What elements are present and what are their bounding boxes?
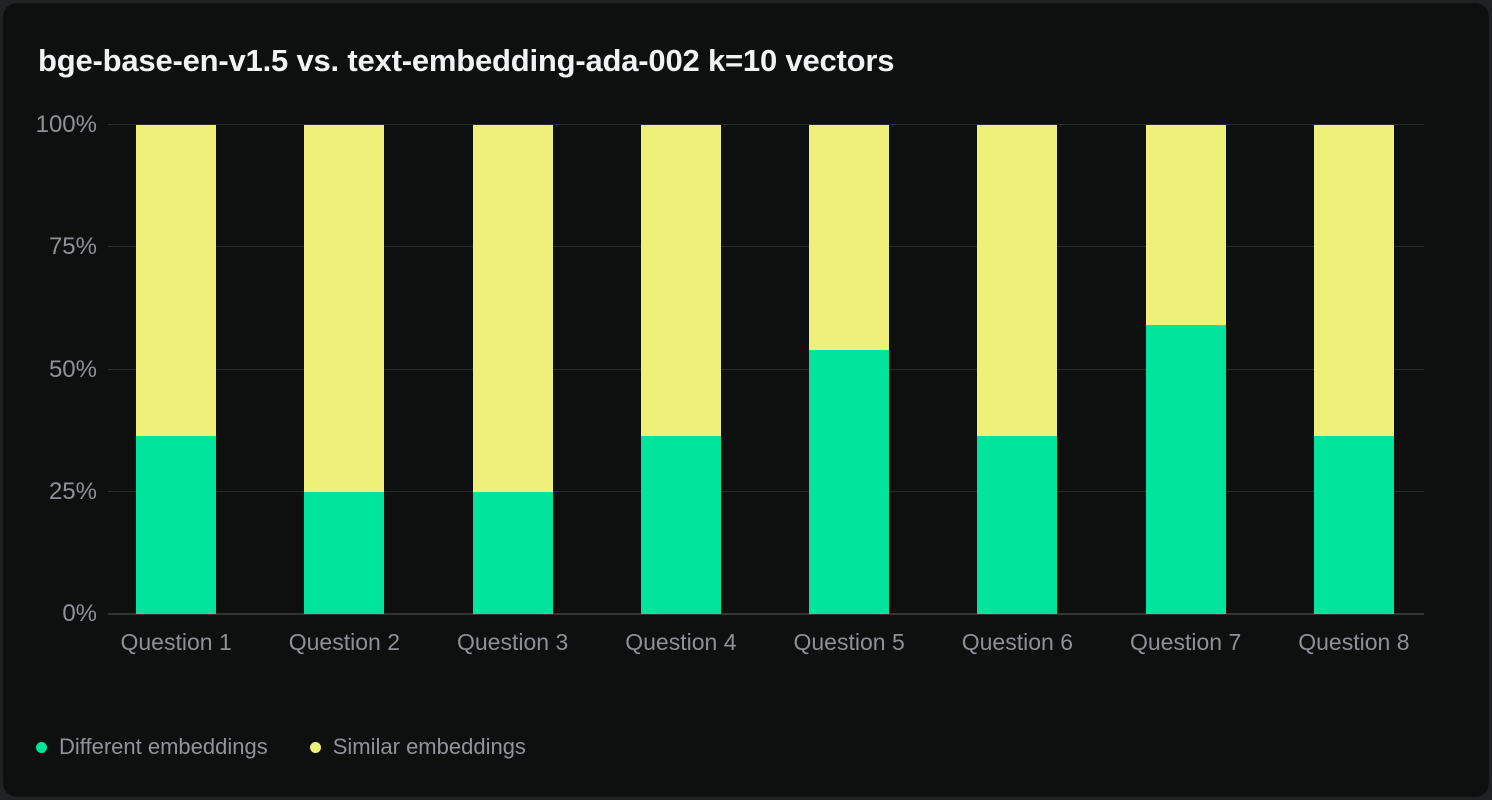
bar-segment-similar-3[interactable] — [472, 125, 553, 492]
y-tick-label-50%: 50% — [48, 355, 97, 383]
x-tick-label-4: Question 4 — [625, 629, 737, 655]
y-tick-label-25%: 25% — [48, 477, 97, 505]
bar-segment-different-4[interactable] — [640, 436, 721, 614]
stacked-bar-3 — [472, 125, 553, 614]
bar-segment-different-6[interactable] — [977, 436, 1058, 614]
chart-card: bge-base-en-v1.5 vs. text-embedding-ada-… — [3, 3, 1489, 797]
bar-slot-8 — [1270, 125, 1438, 614]
bar-slot-2 — [260, 125, 428, 614]
bar-slot-7 — [1102, 125, 1270, 614]
legend-label: Different embeddings — [59, 734, 268, 759]
stacked-bar-4 — [640, 125, 721, 614]
stacked-bar-6 — [977, 125, 1058, 614]
x-tick-label-6: Question 6 — [961, 629, 1073, 655]
stacked-bar-7 — [1145, 125, 1226, 614]
bar-segment-similar-4[interactable] — [640, 125, 721, 436]
legend-item-different-embeddings[interactable]: Different embeddings — [36, 734, 268, 760]
bar-segment-different-3[interactable] — [472, 491, 553, 614]
bar-slot-4 — [597, 125, 765, 614]
gridline-75% — [108, 246, 1424, 248]
bar-segment-similar-5[interactable] — [809, 125, 890, 351]
stacked-bar-5 — [809, 125, 890, 614]
legend-dot-icon — [36, 741, 47, 753]
bar-segment-similar-2[interactable] — [304, 125, 385, 492]
bar-segment-similar-8[interactable] — [1313, 125, 1394, 436]
x-tick-label-7: Question 7 — [1130, 629, 1242, 655]
chart-title: bge-base-en-v1.5 vs. text-embedding-ada-… — [38, 43, 895, 78]
x-tick-label-1: Question 1 — [120, 629, 232, 655]
legend: Different embeddings Similar embeddings — [36, 734, 526, 760]
y-tick-label-75%: 75% — [48, 233, 97, 261]
gridlines-layer — [108, 124, 1424, 615]
bars-layer — [92, 125, 1438, 614]
bar-slot-3 — [429, 125, 597, 614]
y-tick-label-100%: 100% — [35, 111, 97, 138]
bar-segment-similar-7[interactable] — [1145, 125, 1226, 326]
bar-segment-different-1[interactable] — [136, 436, 217, 614]
stacked-bar-2 — [304, 125, 385, 614]
bar-segment-different-8[interactable] — [1313, 436, 1394, 614]
legend-dot-icon — [309, 741, 321, 753]
x-tick-label-5: Question 5 — [793, 629, 905, 655]
x-tick-label-2: Question 2 — [288, 629, 400, 655]
bar-slot-5 — [765, 125, 933, 614]
legend-label: Similar embeddings — [332, 734, 526, 759]
x-axis-labels: Question 1 Question 2 Question 3 Question 4… — [92, 629, 1438, 656]
y-tick-label-0%: 0% — [62, 600, 97, 627]
bar-segment-similar-1[interactable] — [136, 125, 217, 436]
gridline-25% — [108, 490, 1424, 492]
stacked-bar-1 — [136, 125, 217, 614]
bar-slot-1 — [92, 125, 260, 614]
bar-segment-different-7[interactable] — [1145, 325, 1226, 614]
x-axis-baseline — [108, 613, 1424, 615]
gridline-100% — [108, 124, 1424, 125]
gridline-50% — [108, 368, 1424, 370]
stacked-bar-8 — [1313, 125, 1394, 614]
x-tick-label-8: Question 8 — [1298, 629, 1410, 655]
bar-segment-different-5[interactable] — [809, 350, 890, 614]
bar-slot-6 — [933, 125, 1101, 614]
legend-item-similar-embeddings[interactable]: Similar embeddings — [309, 734, 526, 760]
x-tick-label-3: Question 3 — [457, 629, 569, 655]
bar-segment-similar-6[interactable] — [977, 125, 1058, 436]
bar-segment-different-2[interactable] — [304, 491, 385, 614]
